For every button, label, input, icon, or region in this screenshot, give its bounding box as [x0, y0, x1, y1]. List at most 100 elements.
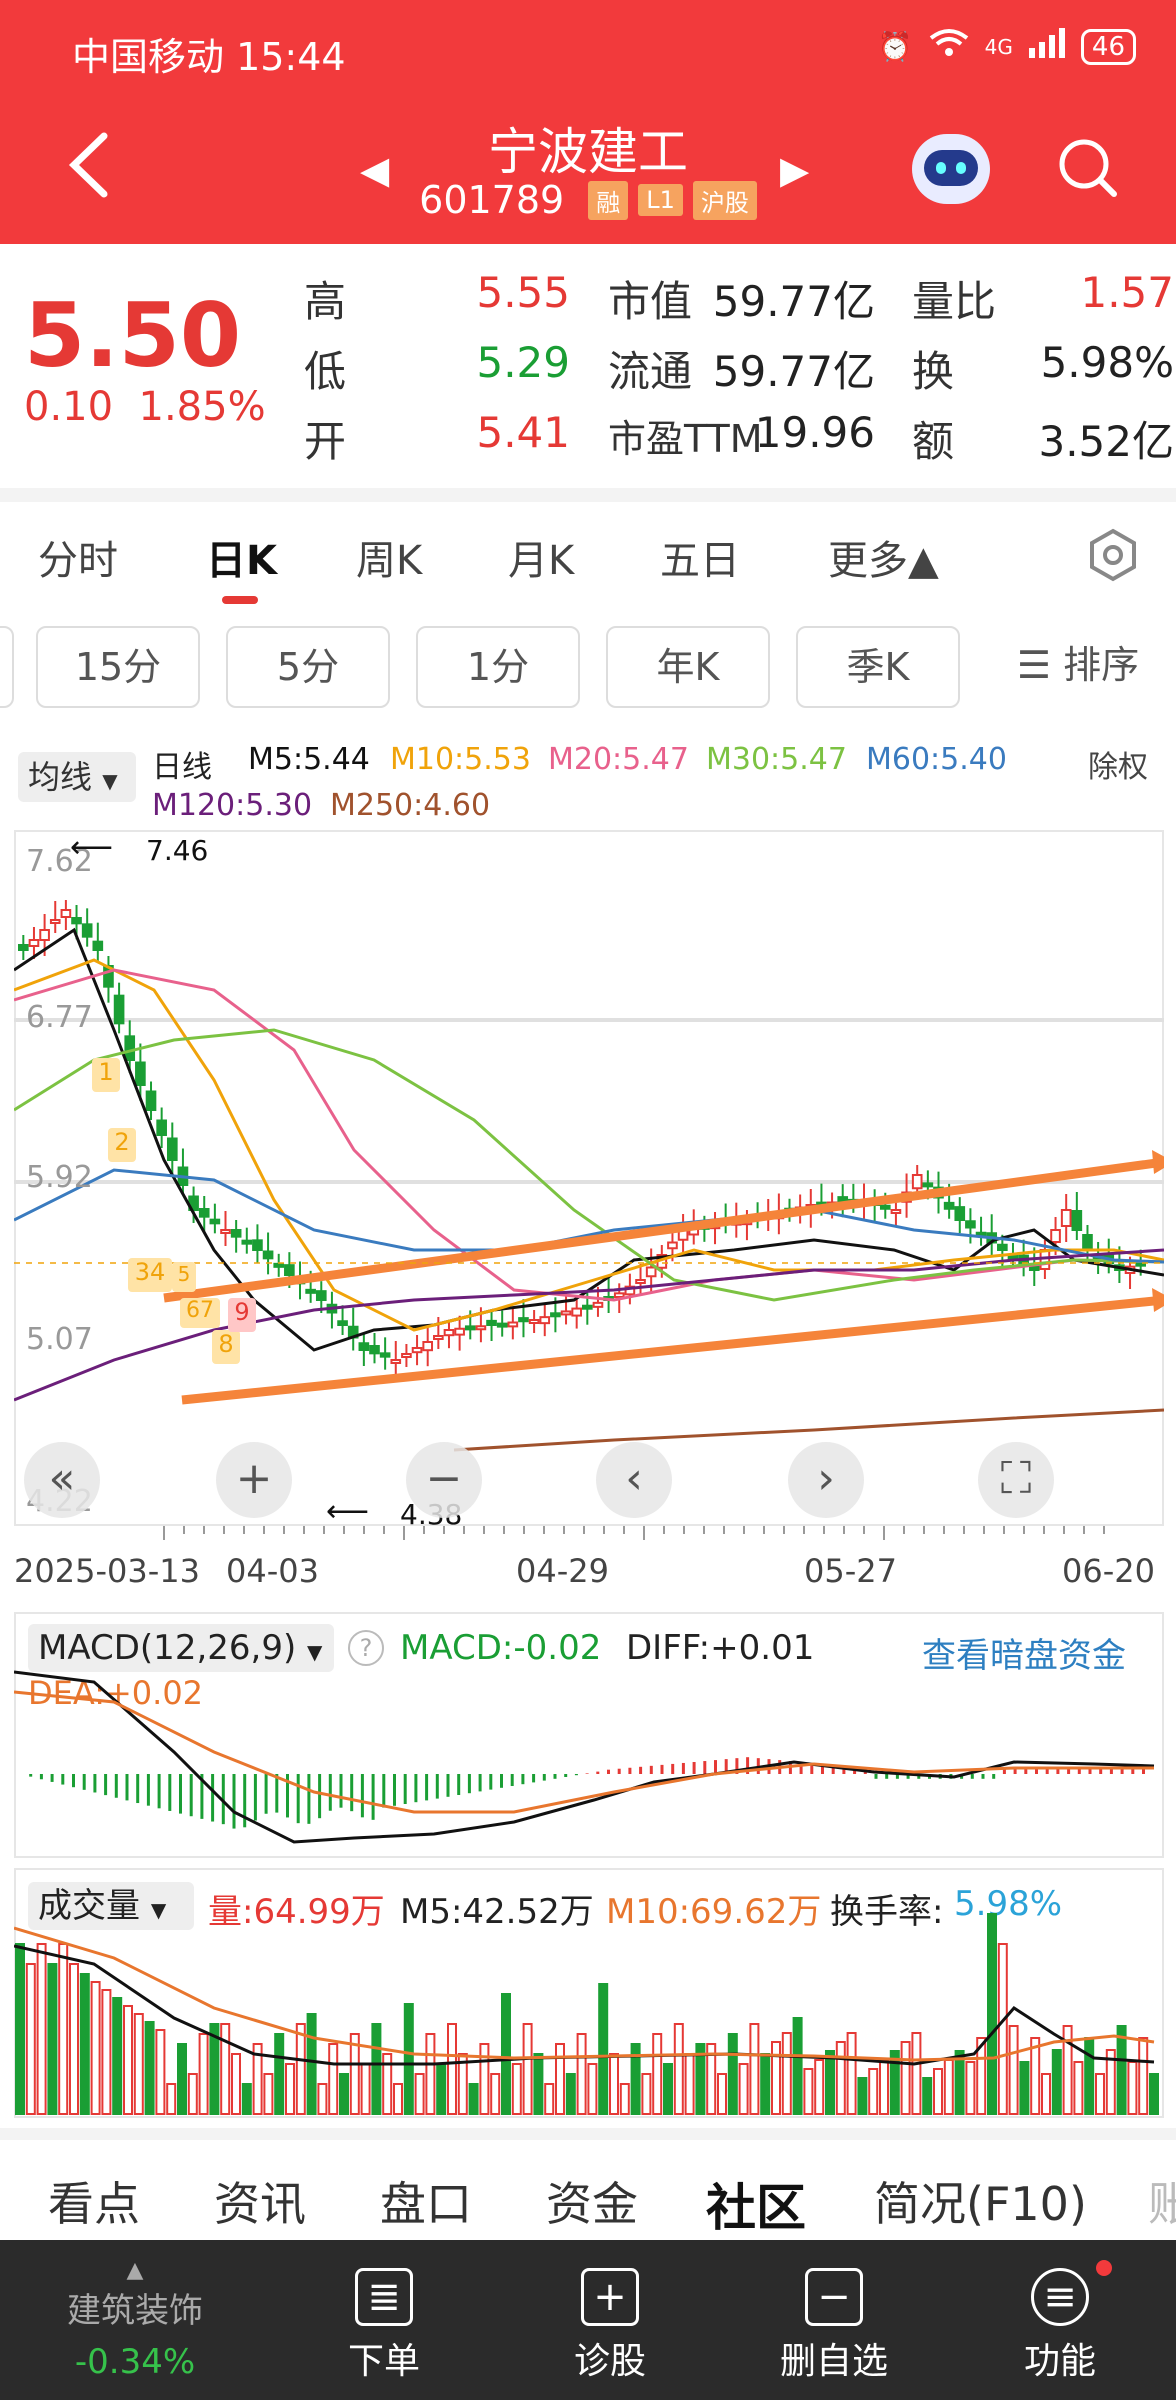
scroll-right-button[interactable]: ›	[788, 1442, 864, 1518]
volume-bar	[468, 2083, 479, 2115]
volume-bar	[295, 2023, 306, 2115]
candle	[837, 1196, 849, 1203]
subtab-5min[interactable]: 5分	[226, 626, 390, 708]
tab-fund-flow[interactable]: 资金	[546, 2177, 638, 2231]
macd-selector[interactable]: MACD(12,26,9) ▼	[28, 1624, 334, 1672]
trend-line-lower	[181, 1295, 1164, 1405]
dark-pool-link[interactable]: 查看暗盘资金	[922, 1636, 1126, 1676]
tab-partial[interactable]: 账	[1148, 2177, 1176, 2231]
order-button[interactable]: ≣ 下单	[324, 2240, 444, 2400]
volume-chart	[14, 1913, 1159, 2115]
tab-intraday[interactable]: 分时	[38, 538, 118, 584]
candle	[379, 1352, 391, 1358]
tab-community[interactable]: 社区	[706, 2179, 806, 2237]
sort-button[interactable]: ☰ 排序	[1016, 643, 1140, 687]
kline-chart[interactable]	[14, 830, 1164, 1526]
volume-bar	[1041, 2073, 1051, 2115]
fullscreen-button[interactable]: ⛶	[978, 1442, 1054, 1518]
candle	[401, 1353, 412, 1358]
zoom-out-button[interactable]: −	[406, 1442, 482, 1518]
volume-bar	[663, 2063, 673, 2115]
volume-bar	[436, 2063, 447, 2115]
subtab-partial[interactable]	[0, 626, 14, 708]
tab-five-day[interactable]: 五日	[660, 538, 740, 584]
tab-daily-k[interactable]: 日K	[206, 538, 277, 584]
next-stock-button[interactable]: ▶	[780, 148, 810, 192]
candle	[28, 939, 40, 947]
subtab-quarterly-k[interactable]: 季K	[796, 626, 960, 708]
zoom-in-button[interactable]: +	[216, 1442, 292, 1518]
volume-bar	[198, 2033, 209, 2115]
volume-m5: M5:42.52万	[400, 1892, 594, 1932]
volume-bar	[533, 2053, 544, 2115]
volume-bar	[285, 2063, 295, 2115]
tab-more[interactable]: 更多▲	[828, 538, 939, 584]
stock-name: 宁波建工	[488, 123, 688, 181]
trend-line-upper	[163, 1157, 1164, 1303]
candle	[954, 1206, 966, 1221]
subtab-1min[interactable]: 1分	[416, 626, 580, 708]
search-icon[interactable]	[1056, 136, 1120, 200]
volume-bar	[673, 2023, 684, 2115]
tab-news[interactable]: 资讯	[214, 2177, 306, 2231]
volume-bar	[997, 1943, 1008, 2115]
divider	[0, 2128, 1176, 2140]
volume-bar	[457, 2053, 468, 2115]
dea-value: DEA:+0.02	[28, 1674, 204, 1712]
volume-bar	[922, 2077, 933, 2115]
price-change: 0.10 1.85%	[24, 384, 266, 430]
tab-weekly-k[interactable]: 周K	[356, 538, 423, 584]
back-button[interactable]	[64, 130, 124, 200]
tab-f10[interactable]: 简况(F10)	[874, 2177, 1087, 2231]
diagnose-button[interactable]: + 诊股	[550, 2240, 670, 2400]
volume-selector[interactable]: 成交量 ▼	[28, 1882, 194, 1930]
prev-stock-button[interactable]: ◀	[360, 148, 390, 192]
candle	[454, 1327, 465, 1336]
volume-bar	[371, 2023, 382, 2115]
candle	[284, 1264, 295, 1276]
volume-bar	[241, 2083, 252, 2115]
volume-bar	[587, 2063, 598, 2115]
volume-bar	[1019, 2061, 1030, 2115]
tab-highlights[interactable]: 看点	[48, 2177, 140, 2231]
candle	[550, 1312, 561, 1318]
zoom-out-history-button[interactable]: «	[24, 1442, 100, 1518]
high-annotation: 7.46	[146, 834, 209, 867]
tab-monthly-k[interactable]: 月K	[508, 538, 575, 584]
ma-selector[interactable]: 均线 ▼	[18, 752, 136, 802]
function-button[interactable]: ≡ 功能	[1000, 2240, 1120, 2400]
volume-bar	[166, 2083, 177, 2115]
volume-bar	[630, 2043, 641, 2115]
stock-code-row: 601789 融 L1 沪股	[0, 178, 1176, 222]
marker-8[interactable]: 8	[212, 1330, 240, 1364]
marker-9[interactable]: 9	[228, 1298, 256, 1332]
ma60-label: M60:5.40	[866, 742, 1007, 777]
help-icon[interactable]: ?	[348, 1630, 384, 1666]
volume-ratio-label: 量比	[912, 277, 997, 326]
candle	[539, 1316, 551, 1325]
sector-name: 建筑装饰	[67, 2291, 203, 2331]
marker-5[interactable]: 5	[172, 1262, 196, 1292]
remove-watchlist-button[interactable]: − 删自选	[764, 2240, 904, 2400]
sector-indicator[interactable]: ▲ 建筑装饰 -0.34%	[40, 2240, 230, 2400]
subtab-15min[interactable]: 15分	[36, 626, 200, 708]
robot-assistant-icon[interactable]	[912, 134, 990, 204]
volume-bar	[857, 2077, 868, 2115]
ex-rights-toggle[interactable]: 除权	[1088, 750, 1148, 785]
volume-bar	[900, 2041, 911, 2115]
settings-icon[interactable]	[1086, 528, 1140, 582]
divider	[0, 488, 1176, 502]
volume-bar	[727, 2033, 738, 2115]
marker-1[interactable]: 1	[92, 1058, 120, 1092]
volume-bar	[220, 2023, 231, 2115]
marker-2[interactable]: 2	[108, 1128, 136, 1162]
scroll-left-button[interactable]: ‹	[596, 1442, 672, 1518]
tab-order-book[interactable]: 盘口	[380, 2177, 472, 2231]
diagnose-label: 诊股	[573, 2341, 646, 2382]
candle	[943, 1201, 955, 1210]
marker-34[interactable]: 34	[128, 1258, 172, 1292]
candle	[582, 1304, 593, 1310]
marker-67[interactable]: 67	[180, 1298, 220, 1328]
turnover-label: 换	[912, 347, 955, 396]
subtab-yearly-k[interactable]: 年K	[606, 626, 770, 708]
